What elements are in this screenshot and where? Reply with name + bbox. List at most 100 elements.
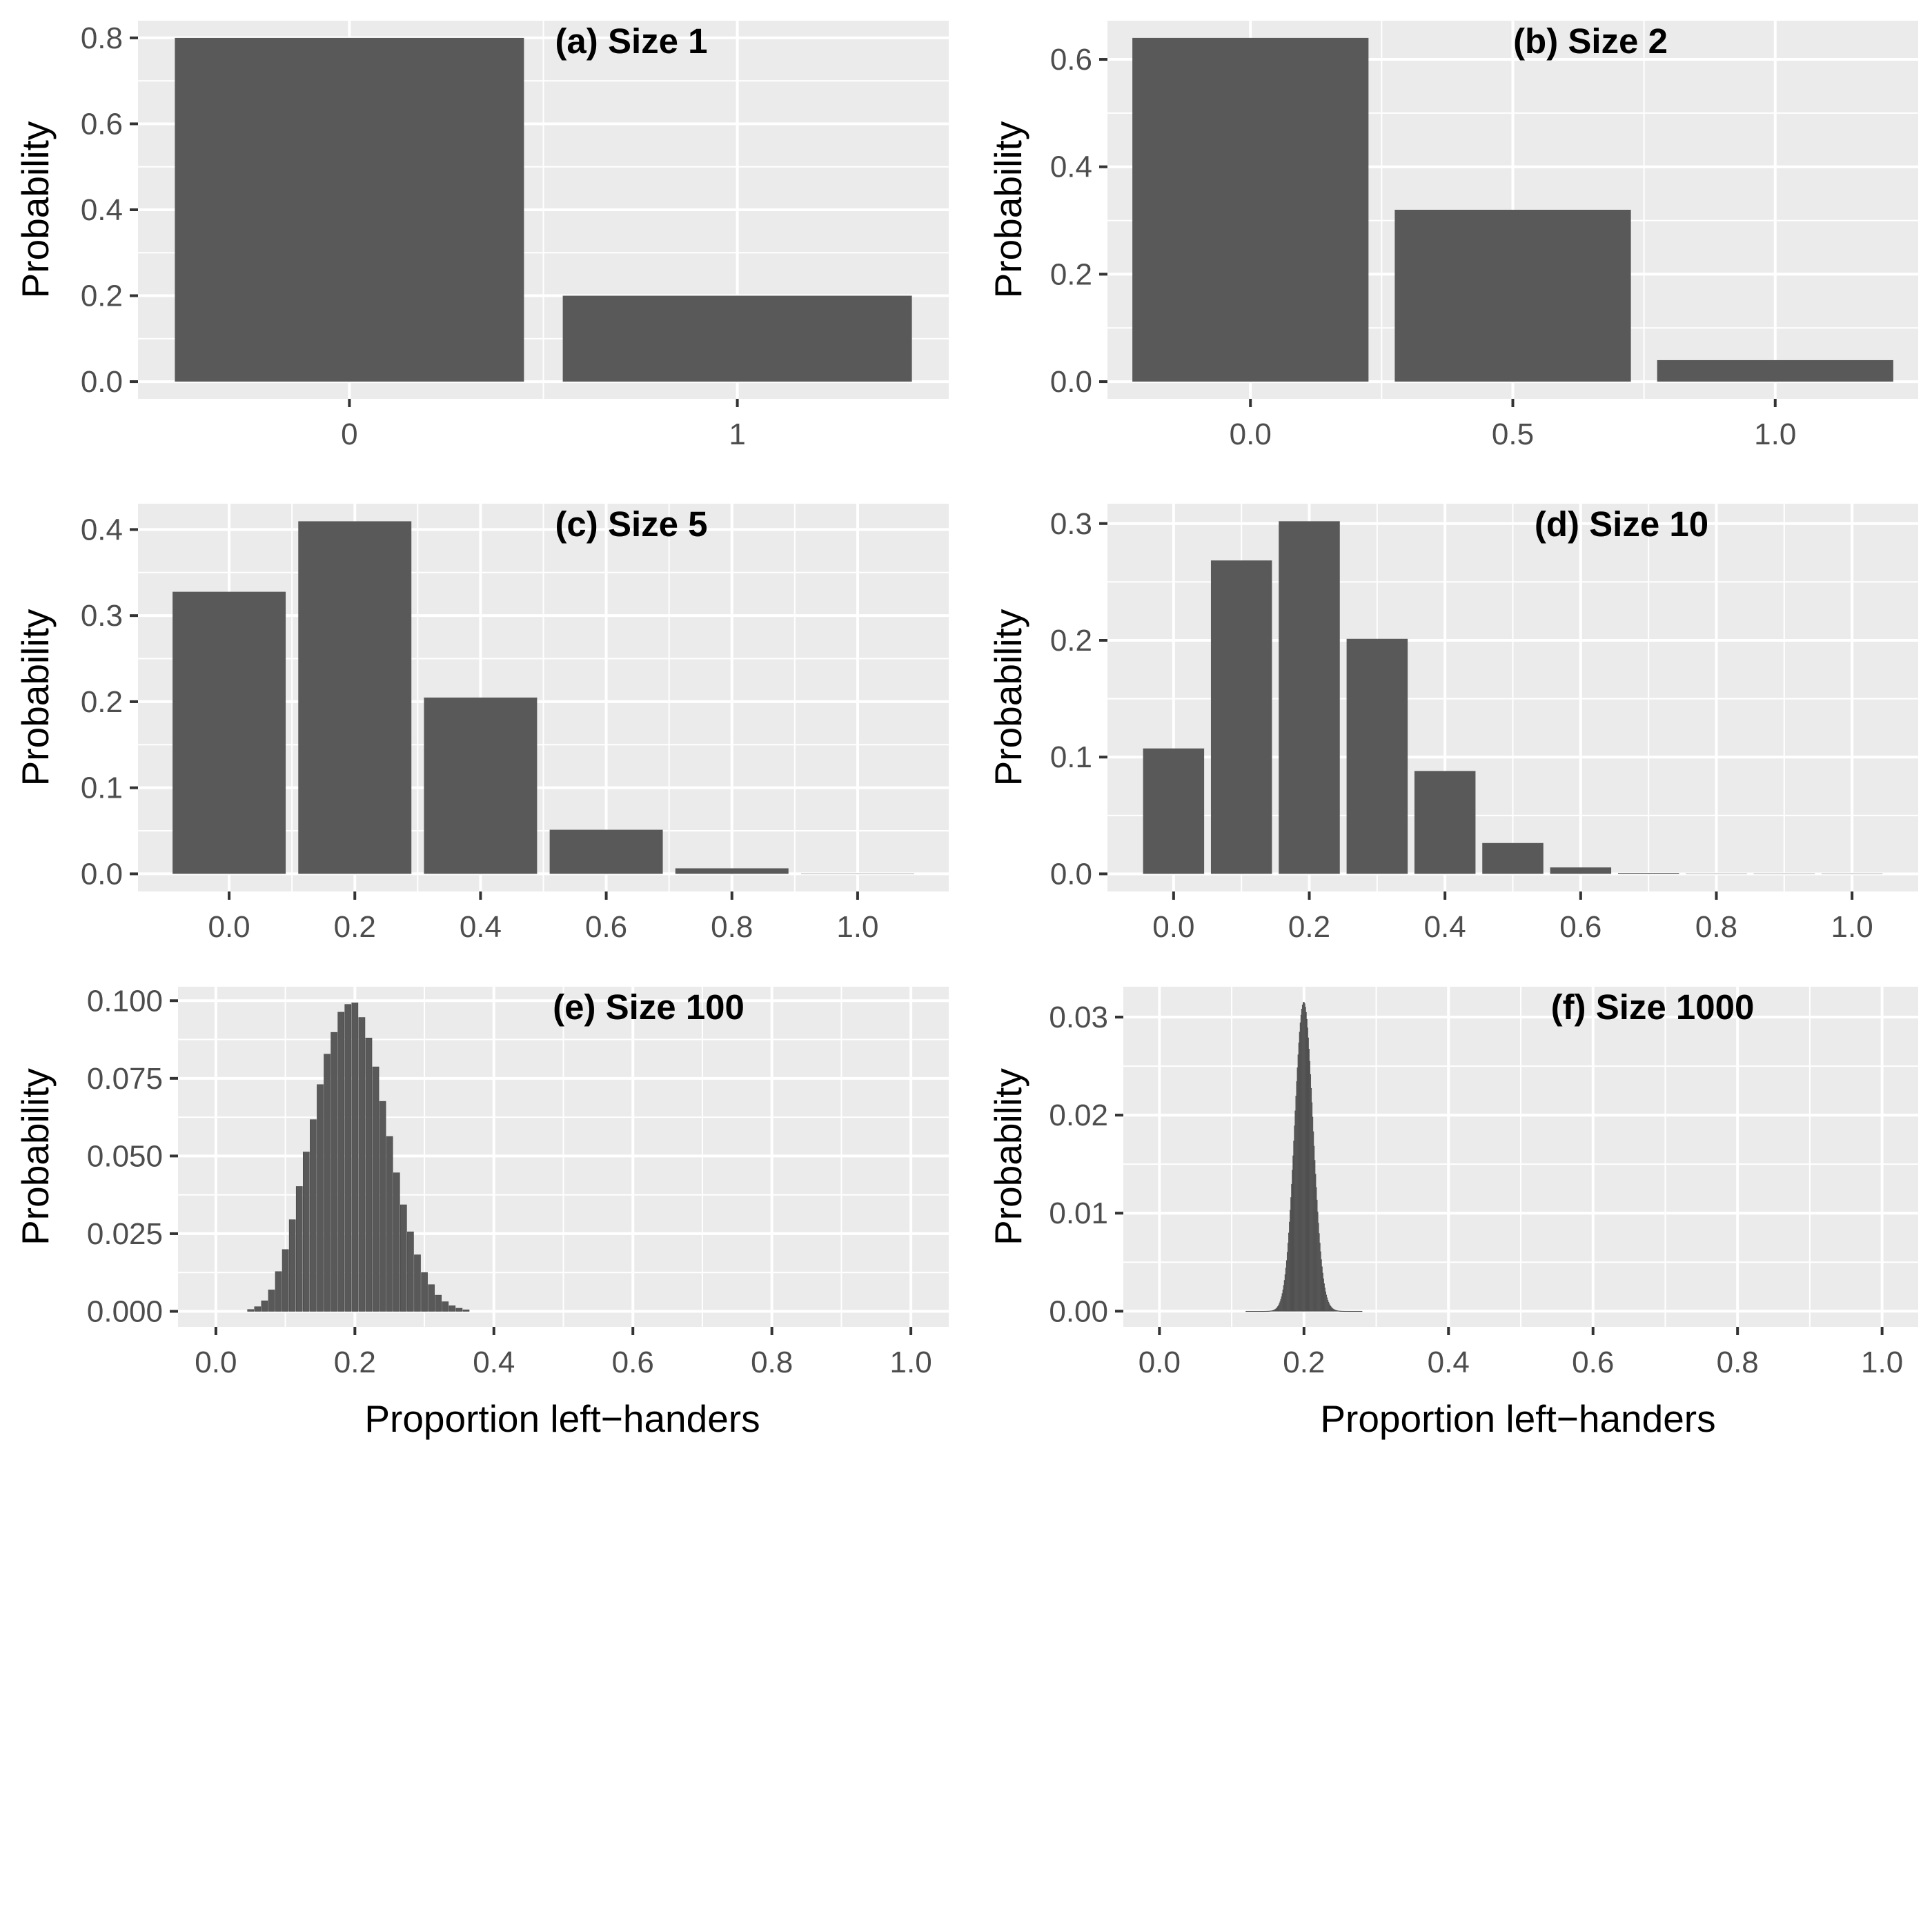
bar bbox=[424, 697, 538, 874]
bar bbox=[1279, 521, 1340, 874]
bar bbox=[1617, 873, 1679, 874]
panel-title: (a) Size 1 bbox=[555, 21, 707, 61]
panel-title: (b) Size 2 bbox=[1513, 21, 1668, 61]
bar bbox=[372, 1066, 379, 1312]
y-axis-title: Probability bbox=[14, 609, 57, 786]
panel-e: 0.000 0.025 0.050 0.075 0.100 0.0 0.2 0.4 0.6 0.8… bbox=[14, 984, 949, 1440]
x-tick-label: 1.0 bbox=[1861, 1346, 1903, 1379]
x-tick-label: 0.6 bbox=[585, 910, 627, 944]
bar bbox=[462, 1309, 470, 1312]
bar bbox=[351, 1003, 359, 1312]
bar bbox=[331, 1032, 337, 1312]
x-tick-label: 0.2 bbox=[1288, 910, 1330, 944]
x-tick-label: 0.4 bbox=[1428, 1346, 1470, 1379]
bar bbox=[268, 1290, 275, 1312]
x-tick-label: 1.0 bbox=[890, 1346, 932, 1379]
x-tick-label: 0 bbox=[341, 417, 357, 451]
y-tick-label: 0.000 bbox=[87, 1294, 163, 1328]
y-tick-label: 0.3 bbox=[81, 599, 123, 633]
y-axis-title: Probability bbox=[987, 609, 1029, 786]
y-tick-label: 0.03 bbox=[1049, 1000, 1108, 1034]
x-tick-label: 1 bbox=[729, 417, 745, 451]
x-tick-label: 1.0 bbox=[1831, 910, 1873, 944]
bar bbox=[302, 1152, 310, 1312]
bar bbox=[428, 1284, 435, 1312]
x-tick-label: 0.6 bbox=[612, 1346, 654, 1379]
y-tick-label: 0.0 bbox=[81, 365, 123, 399]
x-tick-label: 0.2 bbox=[1283, 1346, 1325, 1379]
y-tick-label: 0.8 bbox=[81, 21, 123, 55]
panel-title: (e) Size 100 bbox=[553, 987, 745, 1027]
bar bbox=[379, 1101, 386, 1312]
x-tick-label: 0.8 bbox=[751, 1346, 793, 1379]
x-tick-label: 0.2 bbox=[334, 910, 376, 944]
bar bbox=[1346, 638, 1408, 874]
bar bbox=[1657, 359, 1893, 382]
panel-a: 0.0 0.2 0.4 0.6 0.8 0 1 Probability (a) Size 1 bbox=[14, 21, 949, 451]
panel-title: (f) Size 1000 bbox=[1551, 987, 1755, 1027]
bar bbox=[1143, 748, 1205, 874]
y-tick-label: 0.1 bbox=[81, 771, 123, 805]
y-tick-label: 0.3 bbox=[1050, 507, 1092, 541]
bar bbox=[275, 1271, 282, 1312]
y-tick-label: 0.0 bbox=[1050, 365, 1092, 399]
y-tick-label: 0.01 bbox=[1049, 1196, 1108, 1230]
y-tick-label: 0.0 bbox=[1050, 857, 1092, 891]
y-tick-label: 0.4 bbox=[81, 513, 123, 546]
bar bbox=[407, 1231, 414, 1312]
panel-f: 0.00 0.01 0.02 0.03 0.0 0.2 0.4 0.6 0.8 1.0 Probab… bbox=[987, 987, 1918, 1440]
bars bbox=[1245, 1002, 1363, 1312]
bar bbox=[282, 1249, 289, 1312]
bar bbox=[1482, 842, 1544, 874]
y-tick-label: 0.2 bbox=[1050, 624, 1092, 658]
y-tick-label: 0.6 bbox=[81, 107, 123, 141]
bar bbox=[247, 1309, 255, 1312]
y-tick-label: 0.6 bbox=[1050, 43, 1092, 77]
bar bbox=[549, 829, 663, 874]
x-tick-label: 0.0 bbox=[195, 1346, 237, 1379]
bar bbox=[442, 1301, 449, 1312]
bar bbox=[435, 1294, 442, 1312]
bar bbox=[1550, 867, 1612, 874]
bar bbox=[261, 1300, 268, 1312]
x-tick-label: 0.2 bbox=[334, 1346, 376, 1379]
bar bbox=[1210, 560, 1272, 874]
bar bbox=[310, 1119, 317, 1312]
y-axis-title: Probability bbox=[14, 121, 57, 298]
x-tick-label: 0.5 bbox=[1492, 417, 1534, 451]
x-tick-label: 0.4 bbox=[1424, 910, 1466, 944]
y-axis-title: Probability bbox=[14, 1068, 57, 1245]
bar bbox=[1361, 1310, 1363, 1312]
bar bbox=[400, 1204, 407, 1312]
x-tick-label: 1.0 bbox=[836, 910, 878, 944]
y-tick-label: 0.0 bbox=[81, 857, 123, 891]
x-tick-label: 0.8 bbox=[1717, 1346, 1759, 1379]
bars bbox=[175, 37, 912, 382]
bar bbox=[337, 1012, 345, 1312]
y-tick-label: 0.100 bbox=[87, 984, 163, 1018]
bar bbox=[172, 591, 286, 874]
y-tick-label: 0.02 bbox=[1049, 1098, 1108, 1132]
bar bbox=[175, 37, 524, 382]
bar bbox=[562, 295, 912, 382]
bar bbox=[455, 1308, 463, 1312]
x-tick-label: 0.6 bbox=[1572, 1346, 1614, 1379]
x-tick-label: 1.0 bbox=[1754, 417, 1796, 451]
bar bbox=[365, 1037, 373, 1312]
bar bbox=[254, 1306, 262, 1312]
x-tick-label: 0.0 bbox=[1152, 910, 1194, 944]
y-axis-title: Probability bbox=[987, 121, 1029, 298]
x-tick-label: 0.4 bbox=[460, 910, 502, 944]
bar bbox=[1414, 771, 1476, 874]
bar bbox=[358, 1017, 366, 1312]
bar bbox=[295, 1186, 303, 1312]
y-tick-label: 0.025 bbox=[87, 1217, 163, 1251]
x-tick-label: 0.0 bbox=[208, 910, 250, 944]
bar bbox=[414, 1254, 421, 1312]
x-tick-label: 0.8 bbox=[711, 910, 753, 944]
y-tick-label: 0.4 bbox=[81, 193, 123, 227]
panel-title: (d) Size 10 bbox=[1535, 504, 1708, 544]
bars bbox=[172, 521, 914, 874]
bar bbox=[393, 1172, 400, 1312]
